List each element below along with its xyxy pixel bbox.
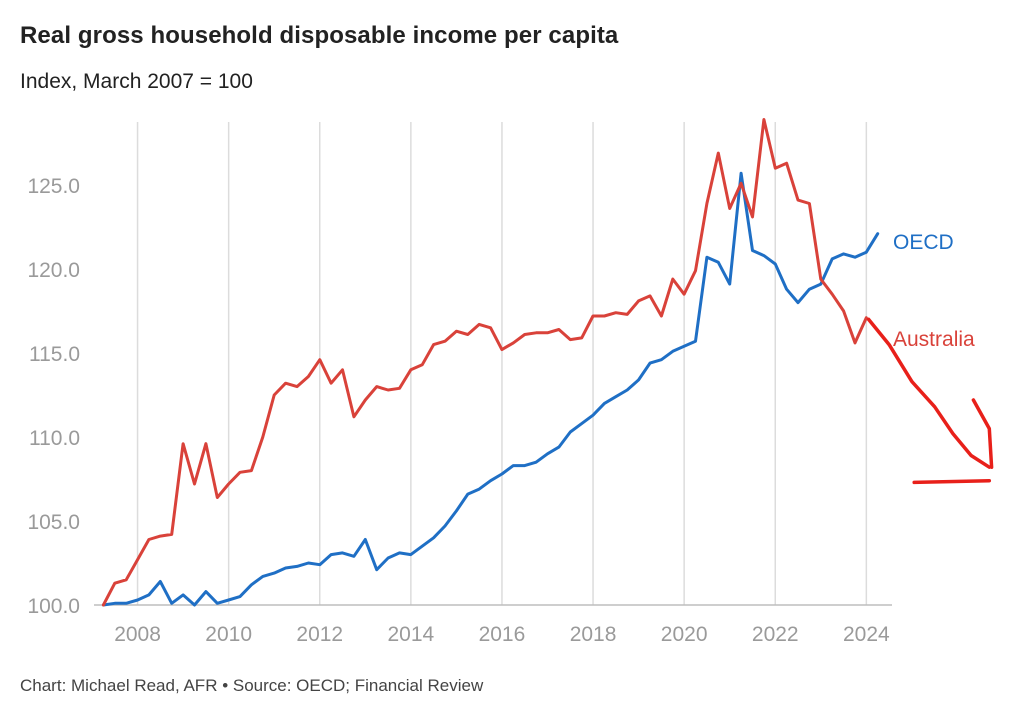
y-tick-label: 100.0 bbox=[27, 595, 80, 618]
x-tick-label: 2012 bbox=[296, 623, 343, 646]
y-tick-label: 115.0 bbox=[29, 343, 80, 366]
x-tick-label: 2008 bbox=[114, 623, 161, 646]
x-tick-label: 2018 bbox=[570, 623, 617, 646]
line-chart: 100.0 105.0 110.0 115.0 120.0 125.0 2008 2010 20… bbox=[27, 118, 994, 646]
chart-source-footer: Chart: Michael Read, AFR • Source: OECD;… bbox=[20, 676, 484, 695]
x-tick-label: 2014 bbox=[387, 623, 434, 646]
y-tick-label: 125.0 bbox=[27, 175, 80, 198]
chart-title: Real gross household disposable income p… bbox=[20, 22, 619, 49]
hand-drawn-arrow-annotation bbox=[866, 317, 994, 485]
grid-lines bbox=[136, 122, 868, 605]
annotation-arrowhead-lower bbox=[912, 478, 992, 485]
series-labels: OECD Australia bbox=[893, 231, 975, 351]
x-tick-label: 2020 bbox=[661, 623, 708, 646]
chart-subtitle: Index, March 2007 = 100 bbox=[20, 70, 253, 93]
x-tick-label: 2010 bbox=[205, 623, 252, 646]
series-label-australia: Australia bbox=[893, 328, 975, 351]
x-tick-label: 2022 bbox=[752, 623, 799, 646]
x-tick-label: 2016 bbox=[479, 623, 526, 646]
series-line-australia bbox=[101, 118, 868, 607]
series-lines bbox=[101, 118, 880, 607]
annotation-arrowhead-upper bbox=[971, 398, 994, 469]
axes: 100.0 105.0 110.0 115.0 120.0 125.0 2008 2010 20… bbox=[27, 175, 892, 646]
y-tick-label: 105.0 bbox=[27, 511, 80, 534]
series-line-oecd bbox=[101, 171, 880, 607]
series-label-oecd: OECD bbox=[893, 231, 954, 254]
annotation-trend-line bbox=[866, 317, 992, 469]
y-tick-label: 120.0 bbox=[27, 259, 80, 282]
x-tick-label: 2024 bbox=[843, 623, 890, 646]
y-tick-label: 110.0 bbox=[29, 427, 80, 450]
